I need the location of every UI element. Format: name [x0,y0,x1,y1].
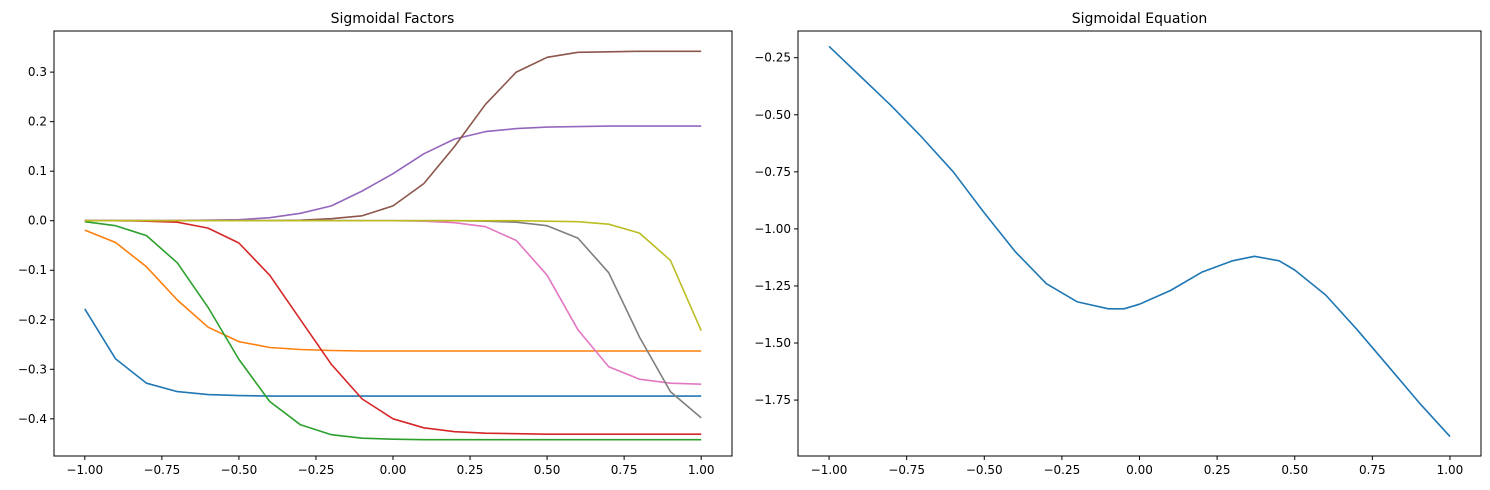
left-chart-y-axis: −0.4 −0.3 −0.2 −0.1 0.0 0.1 0.2 0.3 [18,65,54,426]
left-chart-series-line-3 [84,220,702,441]
right-chart-x-tick-label: −0.50 [966,463,1003,477]
right-chart-y-tick-label: −0.50 [754,108,791,122]
right-chart-panel: Sigmoidal Equation −1.00 −0.75 −0.50 −0.25 0… [754,11,1482,477]
right-chart-x-axis: −1.00 −0.75 −0.50 −0.25 0.00 0.25 0.50 0.75 1.00 [811,456,1464,477]
left-chart-x-tick-label: −0.75 [143,463,180,477]
left-chart-title: Sigmoidal Factors [331,11,455,27]
left-chart-plot-area [84,50,702,441]
right-chart-x-tick-label: 0.75 [1359,463,1386,477]
left-chart-y-tick-label: −0.1 [18,263,47,277]
left-chart-series-line-2 [84,229,702,352]
left-chart-x-tick-label: −1.00 [66,463,103,477]
left-chart-series-line-1 [84,308,702,397]
left-chart-x-tick-label: −0.50 [221,463,258,477]
left-chart-y-tick-label: −0.4 [18,412,47,426]
right-chart-y-tick-label: −1.50 [754,336,791,350]
right-chart-y-tick-label: −1.00 [754,222,791,236]
left-chart-x-tick-label: 0.50 [534,463,561,477]
left-chart-y-tick-label: −0.2 [18,313,47,327]
right-chart-y-axis: −1.75 −1.50 −1.25 −1.00 −0.75 −0.50 −0.25 [754,51,798,407]
right-chart-y-tick-label: −1.25 [754,279,791,293]
left-chart-x-axis: −1.00 −0.75 −0.50 −0.25 0.00 0.25 0.50 0.75 1.00 [66,456,715,477]
right-chart-series-line-1 [828,45,1451,438]
right-chart-x-tick-label: 0.25 [1204,463,1231,477]
left-chart-panel: Sigmoidal Factors −1.00 −0.75 −0.50 −0.25 0.… [18,11,733,477]
right-chart-y-tick-label: −0.25 [754,51,791,65]
right-chart-x-tick-label: −0.25 [1043,463,1080,477]
left-chart-x-tick-label: −0.25 [298,463,335,477]
left-chart-y-tick-label: 0.0 [28,214,47,228]
right-chart-x-tick-label: 0.50 [1281,463,1308,477]
right-chart-x-tick-label: 0.00 [1126,463,1153,477]
left-chart-series-line-4 [84,219,702,436]
left-chart-y-tick-label: 0.2 [28,115,47,129]
left-chart-y-tick-label: 0.3 [28,65,47,79]
left-chart-y-tick-label: −0.3 [18,362,47,376]
left-chart-x-tick-label: 0.75 [611,463,638,477]
right-chart-plot-area [828,45,1451,438]
right-chart-x-tick-label: 1.00 [1437,463,1464,477]
right-chart-y-tick-label: −1.75 [754,393,791,407]
left-chart-x-tick-label: 0.25 [457,463,484,477]
right-chart-x-tick-label: −1.00 [811,463,848,477]
left-chart-x-tick-label: 0.00 [380,463,407,477]
right-chart-y-tick-label: −0.75 [754,165,791,179]
left-chart-y-tick-label: 0.1 [28,164,47,178]
left-chart-series-line-9 [84,219,702,332]
right-chart-title: Sigmoidal Equation [1072,11,1208,27]
right-chart-x-tick-label: −0.75 [888,463,925,477]
left-chart-x-tick-label: 1.00 [688,463,715,477]
